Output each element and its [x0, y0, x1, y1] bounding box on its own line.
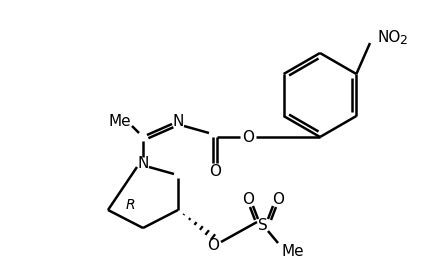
Text: N: N: [172, 114, 183, 130]
Text: O: O: [242, 130, 253, 144]
Text: O: O: [271, 191, 283, 207]
Text: R: R: [125, 198, 135, 212]
Text: 2: 2: [398, 34, 406, 48]
Text: S: S: [258, 218, 267, 232]
Text: N: N: [137, 155, 148, 170]
Text: O: O: [207, 238, 219, 252]
Text: Me: Me: [281, 244, 304, 260]
Text: Me: Me: [109, 114, 131, 130]
Text: O: O: [242, 191, 253, 207]
Text: O: O: [208, 164, 221, 180]
Text: NO: NO: [377, 31, 400, 45]
